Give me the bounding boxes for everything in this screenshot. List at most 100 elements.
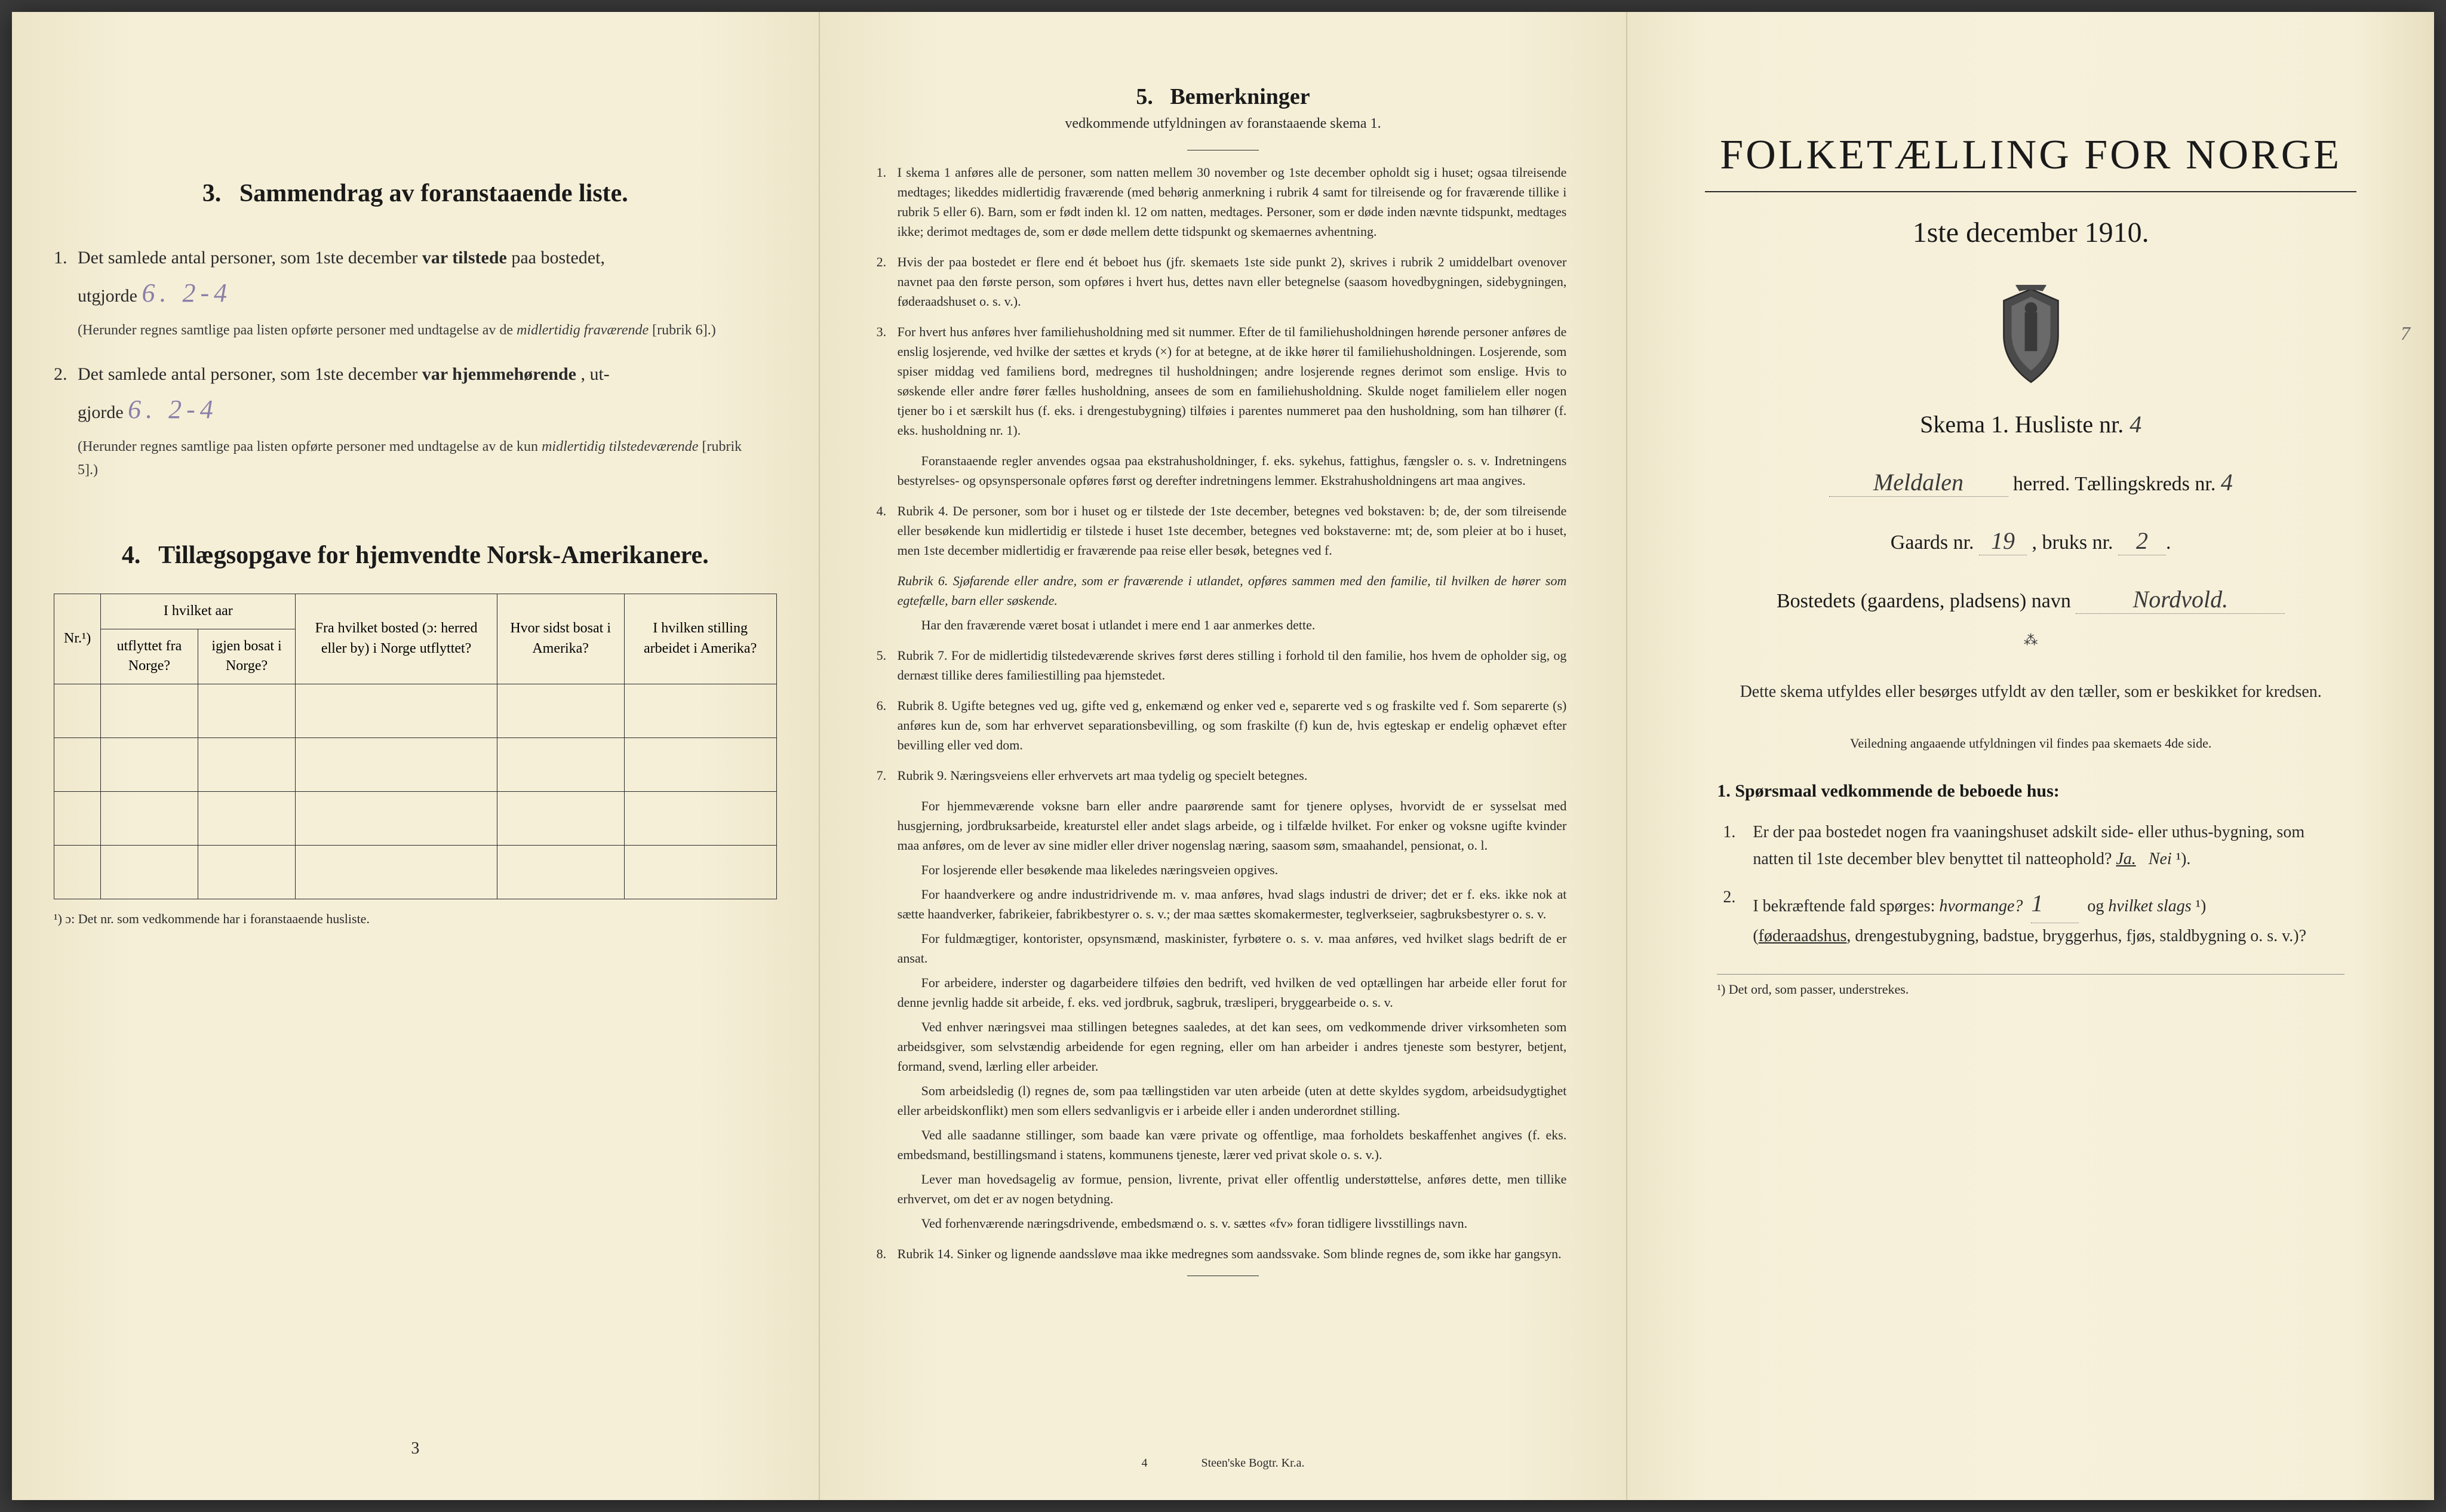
item-2-bold: var hjemmehørende (422, 364, 576, 384)
table-row (54, 684, 777, 737)
page-number-4: 4 (1141, 1456, 1147, 1470)
th-nr: Nr.¹) (54, 594, 101, 684)
th-stilling: I hvilken stilling arbeidet i Amerika? (624, 594, 776, 684)
bemerk-item-5: 5. Rubrik 7. For de midlertidig tilstede… (898, 646, 1567, 685)
q2-hand: 1 (2031, 884, 2079, 923)
section-4-num: 4. (122, 542, 141, 569)
q2-text-b: og (2087, 897, 2108, 915)
bemerk-rubrik-6: Rubrik 6. Sjøfarende eller andre, som er… (898, 571, 1567, 610)
bosted-line: Bostedets (gaardens, pladsens) navn Nord… (1669, 585, 2392, 614)
census-date: 1ste december 1910. (1669, 216, 2392, 249)
husliste-nr: 4 (2130, 411, 2141, 438)
page3-footnote: ¹) Det ord, som passer, understrekes. (1717, 974, 2344, 997)
bemerk-header: 5. Bemerkninger (862, 84, 1585, 110)
herred-name: Meldalen (1829, 468, 2008, 497)
kreds-nr: 4 (2221, 469, 2233, 496)
printer-name: Steen'ske Bogtr. Kr.a. (1201, 1456, 1304, 1470)
rubrik-6-text: Rubrik 6. Sjøfarende eller andre, som er… (898, 573, 1567, 608)
bemerk-item-8: 8. Rubrik 14. Sinker og lignende aandssl… (898, 1244, 1567, 1264)
q2-text-a: I bekræftende fald spørges: (1753, 897, 1939, 915)
margin-annotation: 7 (2401, 322, 2410, 345)
bemerk-item-6: 6. Rubrik 8. Ugifte betegnes ved ug, gif… (898, 696, 1567, 755)
q2-slags: hvilket slags (2108, 897, 2191, 915)
census-title: FOLKETÆLLING FOR NORGE (1705, 131, 2356, 192)
section-4-header: 4. Tillægsopgave for hjemvendte Norsk-Am… (54, 541, 777, 570)
table-row (54, 845, 777, 899)
th-hvor-sidst: Hvor sidst bosat i Amerika? (497, 594, 624, 684)
q2-sup: ¹) (2196, 897, 2207, 915)
herred-label: herred. Tællingskreds nr. (2013, 473, 2215, 495)
gaards-nr: 19 (1979, 527, 2027, 555)
bemerk-4-text: Rubrik 4. De personer, som bor i huset o… (898, 503, 1567, 558)
q1-ja: Ja. (2116, 850, 2135, 868)
q1-num: 1. (1723, 819, 1735, 846)
item-1-handwriting: 6. 2-4 (142, 278, 232, 308)
item-2-handwriting: 6. 2-4 (128, 395, 218, 424)
bemerk-num: 5. (1136, 84, 1153, 109)
q-header-text: Spørsmaal vedkommende de beboede hus: (1735, 781, 2059, 801)
bemerk-7-p4: For fuldmægtiger, kontorister, opsynsmæn… (898, 929, 1567, 968)
item-1-sub-italic: midlertidig fraværende (517, 322, 649, 338)
bemerk-7-p8: Ved alle saadanne stillinger, som baade … (898, 1125, 1567, 1164)
section-3-num: 3. (202, 180, 222, 207)
item-2-text-a: Det samlede antal personer, som 1ste dec… (78, 364, 422, 384)
item-1: 1. Det samlede antal personer, som 1ste … (78, 244, 753, 342)
bruks-nr: 2 (2118, 527, 2166, 555)
bemerk-rubrik-6b: Har den fraværende været bosat i utlande… (898, 615, 1567, 635)
item-1-bold: var tilstede (422, 248, 507, 268)
item-2-text-b: , ut- (580, 364, 609, 384)
page-4: 5. Bemerkninger vedkommende utfyldningen… (820, 12, 1628, 1500)
gaards-line: Gaards nr. 19 , bruks nr. 2. (1669, 527, 2392, 555)
item-1-sub-a: (Herunder regnes samtlige paa listen opf… (78, 322, 517, 338)
item-1-num: 1. (54, 244, 67, 272)
q2-hvormange: hvormange? (1939, 897, 2023, 915)
question-header: 1. Spørsmaal vedkommende de beboede hus: (1717, 781, 2344, 801)
table-row (54, 737, 777, 791)
bemerk-3-text: For hvert hus anføres hver familiehushol… (898, 324, 1567, 438)
q2-num: 2. (1723, 884, 1735, 911)
th-year-span: I hvilket aar (101, 594, 296, 629)
bemerk-7-p7: Som arbeidsledig (l) regnes de, som paa … (898, 1081, 1567, 1120)
th-utflyttet: utflyttet fra Norge? (101, 629, 198, 684)
bemerk-item-2: 2. Hvis der paa bostedet er flere end ét… (898, 252, 1567, 311)
skema-line: Skema 1. Husliste nr. 4 (1669, 410, 2392, 438)
item-1-text-b: paa bostedet, (511, 248, 605, 268)
q2-text-c: (føderaadshus, drengestubygning, badstue… (1753, 927, 2306, 945)
th-fra-bosted: Fra hvilket bosted (ɔ: herred eller by) … (296, 594, 497, 684)
section-4-title: Tillægsopgave for hjemvendte Norsk-Ameri… (158, 542, 709, 569)
item-2-num: 2. (54, 360, 67, 389)
bemerk-7-p6: Ved enhver næringsvei maa stillingen bet… (898, 1017, 1567, 1076)
item-2-sub-italic: midlertidig tilstedeværende (542, 439, 698, 454)
coat-of-arms-icon (1992, 285, 2070, 386)
herred-line: Meldalen herred. Tællingskreds nr. 4 (1669, 468, 2392, 497)
page-number-3: 3 (411, 1439, 419, 1458)
bemerk-6-text: Rubrik 8. Ugifte betegnes ved ug, gifte … (898, 698, 1567, 752)
bemerk-8-text: Rubrik 14. Sinker og lignende aandssløve… (898, 1246, 1562, 1261)
bemerk-5-text: Rubrik 7. For de midlertidig tilstedevær… (898, 648, 1567, 683)
q1-text: Er der paa bostedet nogen fra vaaningshu… (1753, 823, 2304, 868)
item-1-sub-after: [rubrik 6].) (652, 322, 716, 338)
bemerk-7-p1: For hjemmeværende voksne barn eller andr… (898, 796, 1567, 855)
instruction-text: Dette skema utfyldes eller besørges utfy… (1729, 679, 2333, 706)
instruction-sub: Veiledning angaaende utfyldningen vil fi… (1669, 736, 2392, 751)
bosted-label: Bostedets (gaardens, pladsens) navn (1777, 590, 2071, 612)
item-2-text-c: gjorde (78, 402, 128, 422)
item-2: 2. Det samlede antal personer, som 1ste … (78, 360, 753, 481)
skema-label: Skema 1. Husliste nr. (1920, 411, 2124, 438)
bemerk-7-p3: For haandverkere og andre industridriven… (898, 884, 1567, 924)
bemerk-7-p2: For losjerende eller besøkende maa likel… (898, 860, 1567, 880)
bemerk-item-4: 4. Rubrik 4. De personer, som bor i huse… (898, 501, 1567, 560)
section-3-header: 3. Sammendrag av foranstaaende liste. (54, 179, 777, 208)
page-title: FOLKETÆLLING FOR NORGE 1ste december 191… (1627, 12, 2434, 1500)
section-3-title: Sammendrag av foranstaaende liste. (239, 180, 628, 207)
bemerk-1-text: I skema 1 anføres alle de personer, som … (898, 165, 1567, 239)
bemerk-item-7: 7. Rubrik 9. Næringsveiens eller erhverv… (898, 766, 1567, 785)
returnee-tbody (54, 684, 777, 899)
page-3: 3. Sammendrag av foranstaaende liste. 1.… (12, 12, 820, 1500)
th-igjen-bosat: igjen bosat i Norge? (198, 629, 296, 684)
q1-sup: ¹). (2176, 850, 2191, 868)
gaards-label-b: , bruks nr. (2032, 531, 2113, 554)
question-2: 2. I bekræftende fald spørges: hvormange… (1753, 884, 2344, 950)
bemerk-7-text: Rubrik 9. Næringsveiens eller erhvervets… (898, 768, 1308, 783)
document-spread: 3. Sammendrag av foranstaaende liste. 1.… (12, 12, 2434, 1500)
